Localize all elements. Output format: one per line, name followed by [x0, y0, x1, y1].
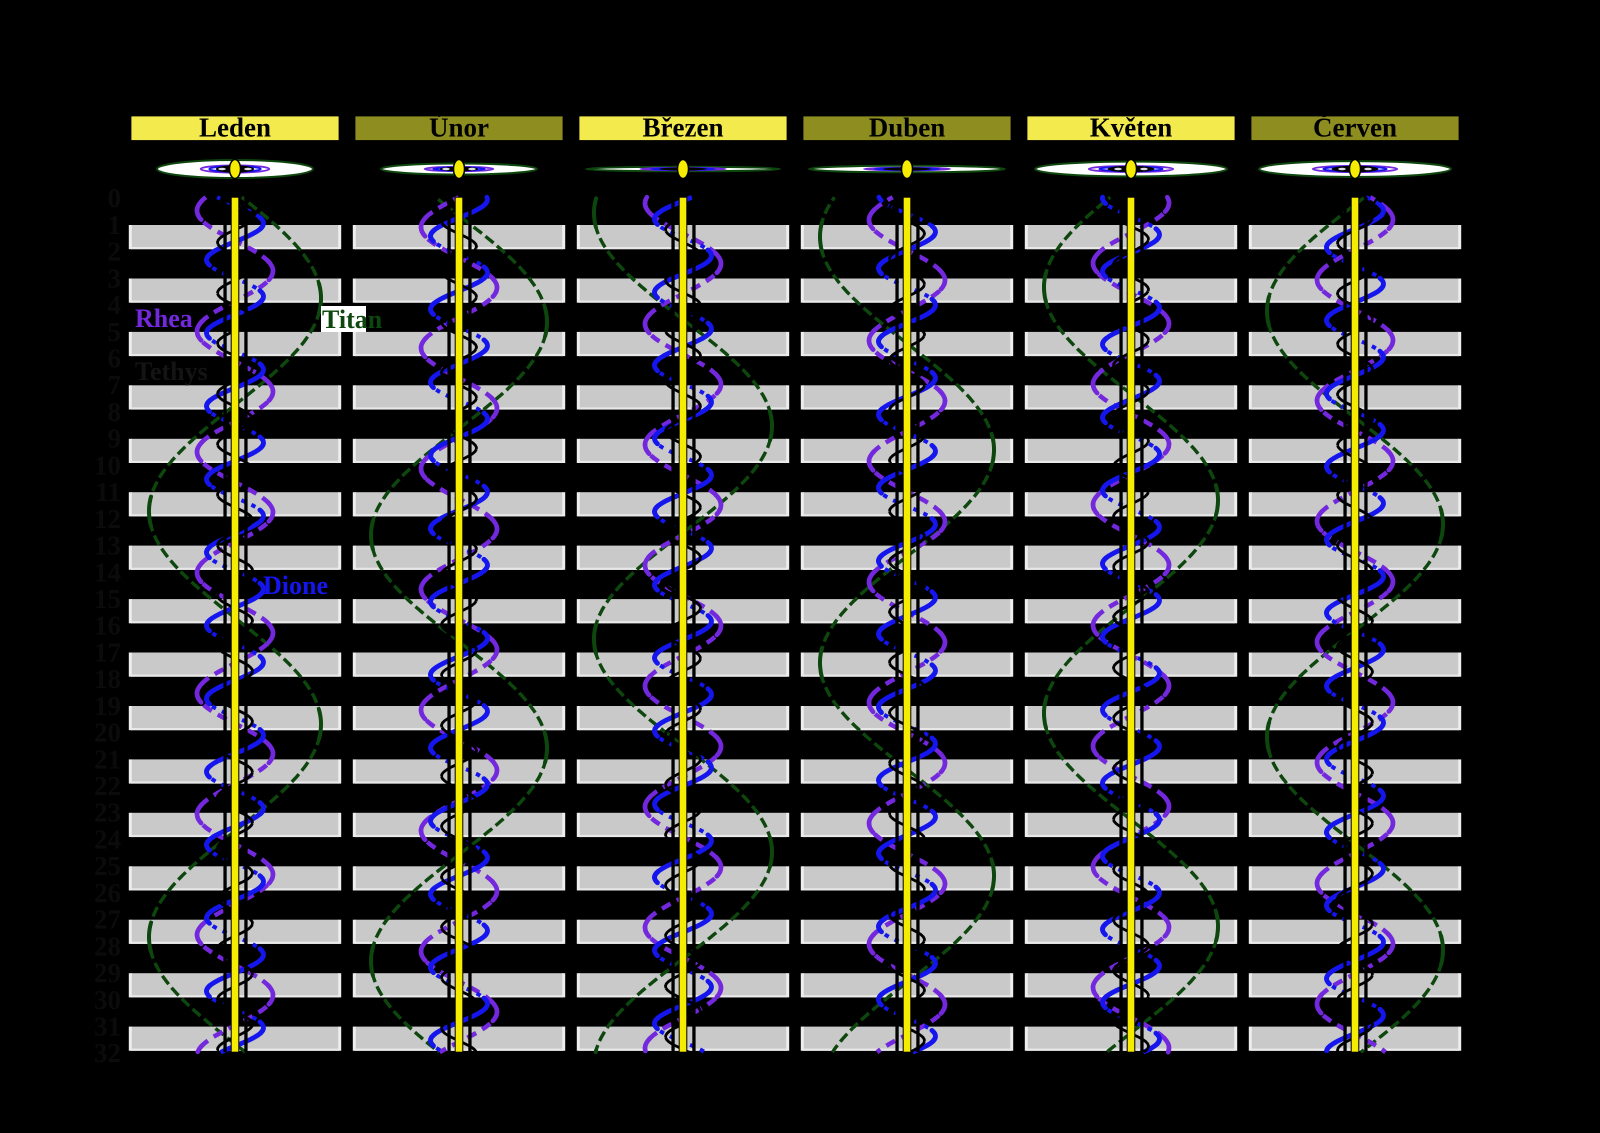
svg-text:21: 21	[94, 744, 121, 774]
svg-text:23: 23	[94, 798, 121, 828]
svg-text:Červen: Červen	[1313, 113, 1397, 143]
svg-text:9: 9	[108, 424, 122, 454]
svg-text:27: 27	[94, 905, 121, 935]
svg-text:13: 13	[94, 531, 121, 561]
svg-text:17: 17	[94, 637, 121, 667]
svg-text:32: 32	[94, 1038, 121, 1068]
svg-text:0: 0	[108, 183, 122, 213]
svg-text:14: 14	[94, 557, 121, 587]
svg-text:5: 5	[108, 317, 122, 347]
svg-text:10: 10	[94, 450, 121, 480]
svg-text:Březen: Březen	[643, 113, 724, 143]
svg-text:Rhea: Rhea	[135, 304, 193, 333]
svg-text:Květen: Květen	[1090, 113, 1172, 143]
svg-text:18: 18	[94, 664, 121, 694]
svg-text:3: 3	[108, 263, 122, 293]
svg-text:Dione: Dione	[263, 571, 328, 600]
svg-text:2: 2	[108, 237, 122, 267]
svg-text:29: 29	[94, 958, 121, 988]
svg-text:15: 15	[94, 584, 121, 614]
svg-text:20: 20	[94, 718, 121, 748]
svg-text:Titan: Titan	[322, 305, 383, 334]
svg-text:31: 31	[94, 1012, 121, 1042]
svg-text:Tethys: Tethys	[135, 357, 208, 386]
svg-text:11: 11	[95, 477, 121, 507]
svg-text:7: 7	[108, 370, 122, 400]
svg-text:19: 19	[94, 691, 121, 721]
svg-text:12: 12	[94, 504, 121, 534]
svg-text:4: 4	[108, 290, 122, 320]
svg-text:16: 16	[94, 611, 121, 641]
svg-text:30: 30	[94, 985, 121, 1015]
svg-text:28: 28	[94, 931, 121, 961]
svg-text:26: 26	[94, 878, 121, 908]
svg-text:Únor: Únor	[429, 113, 489, 143]
svg-text:24: 24	[94, 825, 121, 855]
svg-text:Leden: Leden	[199, 113, 271, 143]
svg-text:25: 25	[94, 851, 121, 881]
svg-text:22: 22	[94, 771, 121, 801]
svg-text:1: 1	[108, 210, 122, 240]
svg-text:8: 8	[108, 397, 122, 427]
svg-text:6: 6	[108, 344, 122, 374]
svg-text:Duben: Duben	[869, 113, 946, 143]
